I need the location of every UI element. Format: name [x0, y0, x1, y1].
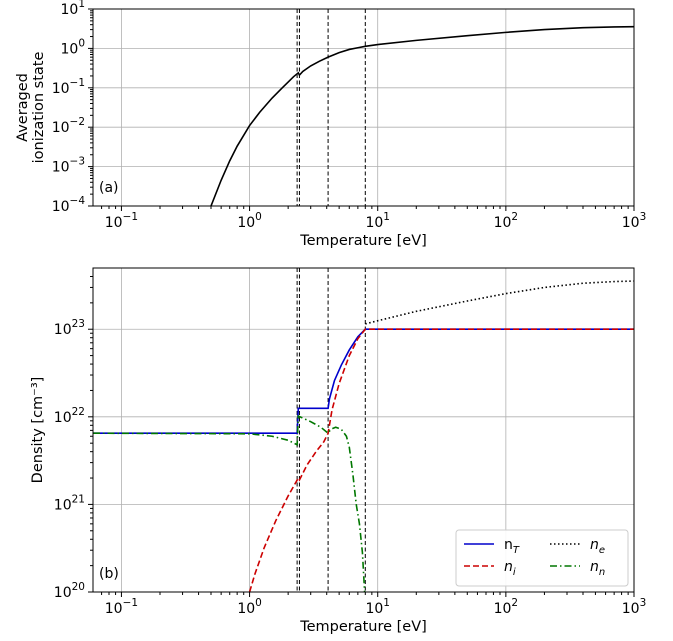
y-tick-label: 1023: [54, 318, 85, 338]
y-tick-label: 10−1: [52, 77, 85, 97]
series-line-n-T: [93, 328, 634, 434]
y-tick-label: 1022: [54, 406, 85, 426]
panel-label: (b): [99, 566, 119, 582]
legend-box: [455, 529, 629, 587]
y-tick-label: 1020: [54, 581, 85, 601]
y-axis-label: Averagedionization state: [15, 52, 47, 164]
series-line-n-n: [93, 414, 366, 592]
x-tick-label: 100: [237, 211, 262, 231]
y-tick-label: 101: [60, 0, 85, 18]
x-tick-label: 102: [494, 211, 519, 231]
x-axis-label: Temperature [eV]: [299, 619, 427, 635]
plot-frame: [92, 8, 635, 207]
legend: nT ni ne nn: [455, 529, 629, 587]
y-tick-label: 10−2: [52, 116, 85, 136]
chart-panel-b: 10−1 100 101 102 103 1020 1021 1022 1023 Temperat…: [30, 267, 647, 635]
legend-label: ni: [504, 559, 516, 578]
y-tick-label: 10−4: [52, 195, 86, 215]
y-tick-label: 10−3: [52, 156, 85, 176]
x-tick-label: 10−1: [105, 211, 138, 231]
series-line-ionization: [210, 25, 634, 206]
series-line-n-i: [248, 328, 634, 592]
x-tick-label: 10−1: [105, 597, 138, 617]
x-tick-label: 101: [365, 597, 390, 617]
x-tick-label: 102: [494, 597, 519, 617]
panel-label: (a): [99, 180, 119, 196]
legend-label: ne: [590, 537, 605, 556]
series-line-n-e: [365, 280, 634, 325]
x-axis-label: Temperature [eV]: [299, 233, 427, 249]
y-tick-label: 100: [60, 37, 85, 57]
legend-label: nn: [590, 559, 605, 578]
legend-label: nT: [504, 537, 520, 556]
x-tick-label: 100: [237, 597, 262, 617]
x-tick-label: 103: [622, 597, 647, 617]
x-tick-label: 103: [622, 211, 647, 231]
y-tick-label: 1021: [54, 493, 85, 513]
x-tick-label: 101: [365, 211, 390, 231]
y-axis-label: Density [cm⁻³]: [30, 377, 46, 484]
chart-panel-a: 10−1 100 101 102 103 10−4 10−3 10−2 10−1 100 101 Te…: [15, 0, 646, 249]
